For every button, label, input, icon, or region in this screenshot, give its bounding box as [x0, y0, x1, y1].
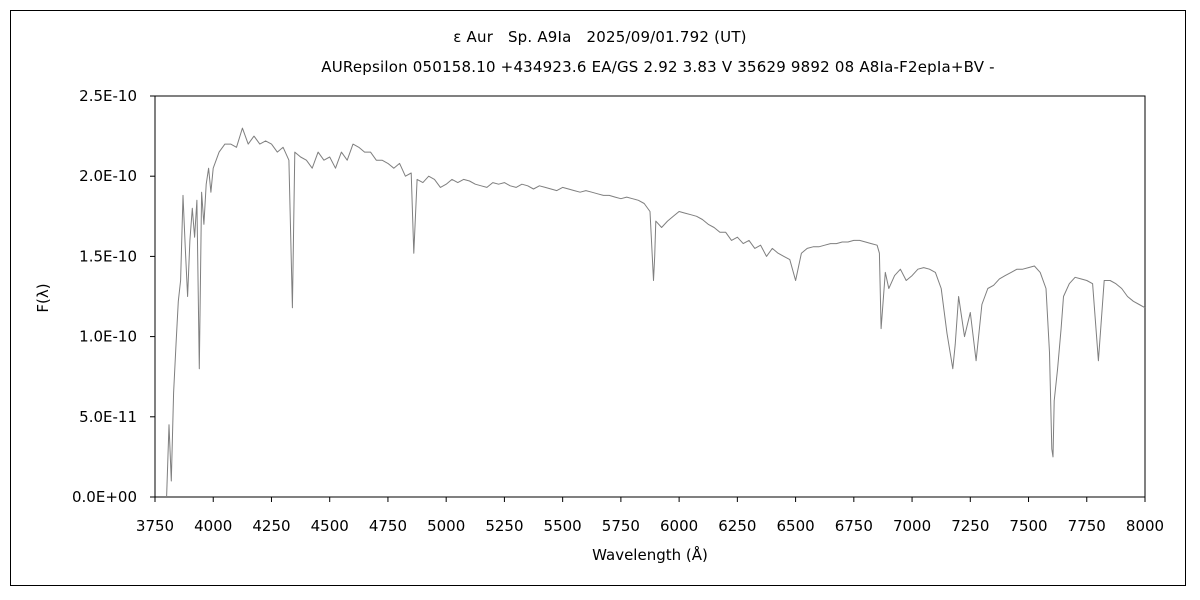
y-tick-label: 1.5E-10 — [79, 247, 137, 265]
x-tick-label: 6250 — [718, 517, 756, 535]
series-group — [166, 127, 1146, 498]
chart-subtitle: AURepsilon 050158.10 +434923.6 EA/GS 2.9… — [321, 58, 995, 76]
x-tick-label: 7000 — [893, 517, 931, 535]
plot-area — [154, 95, 1146, 498]
y-tick-label: 5.0E-11 — [79, 408, 137, 426]
x-tick-label: 5750 — [602, 517, 640, 535]
x-tick-label: 5500 — [544, 517, 582, 535]
y-tick-label: 2.5E-10 — [79, 87, 137, 105]
x-tick-label: 6750 — [835, 517, 873, 535]
y-axis-label: F(λ) — [34, 283, 52, 312]
x-tick-label: 6500 — [776, 517, 814, 535]
x-tick-label: 6000 — [660, 517, 698, 535]
y-axis: 0.0E+00 5.0E-11 1.0E-10 1.5E-10 2.0E-10 2.5E-… — [72, 87, 155, 506]
x-tick-label: 7750 — [1068, 517, 1106, 535]
x-tick-label: 4500 — [311, 517, 349, 535]
x-tick-label: 8000 — [1126, 517, 1164, 535]
x-tick-label: 4750 — [369, 517, 407, 535]
x-tick-label: 7250 — [951, 517, 989, 535]
x-tick-label: 3750 — [136, 517, 174, 535]
x-tick-label: 5000 — [427, 517, 465, 535]
x-tick-label: 4250 — [252, 517, 290, 535]
series-line — [166, 127, 1146, 498]
y-tick-label: 2.0E-10 — [79, 167, 137, 185]
x-tick-label: 7500 — [1009, 517, 1047, 535]
x-tick-label: 5250 — [485, 517, 523, 535]
x-tick-label: 4000 — [194, 517, 232, 535]
chart-frame — [10, 10, 1186, 586]
x-axis-label: Wavelength (Å) — [592, 545, 708, 564]
y-tick-label: 0.0E+00 — [72, 488, 137, 506]
chart-title: ε Aur Sp. A9Ia 2025/09/01.792 (UT) — [453, 28, 747, 46]
x-axis: 3750 4000 4250 4500 4750 5000 5250 5500 5750 6000… — [136, 497, 1164, 535]
y-tick-label: 1.0E-10 — [79, 328, 137, 346]
